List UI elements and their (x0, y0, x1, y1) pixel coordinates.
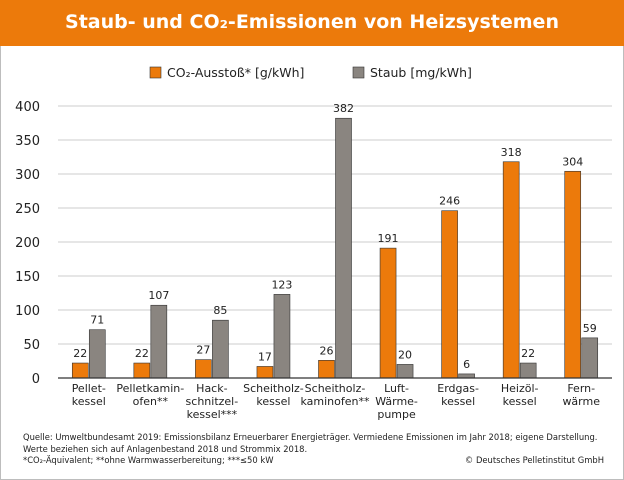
x-tick-label-line: Heizöl- (501, 382, 539, 395)
bar-co2 (441, 210, 458, 379)
x-tick-label-line: Fern- (567, 382, 595, 395)
source-note-line: Quelle: Umweltbundesamt 2019: Emissionsb… (23, 432, 598, 442)
chart-title: Staub- und CO₂-Emissionen von Heizsystem… (65, 11, 559, 33)
data-label-staub: 123 (271, 278, 292, 291)
bar-co2 (195, 359, 212, 379)
x-tick-label: Scheitholz-kaminofen** (300, 382, 370, 408)
legend-label-staub: Staub [mg/kWh] (370, 65, 472, 80)
x-tick-label: Heizöl-kessel (501, 382, 539, 408)
data-label-staub: 85 (213, 304, 227, 317)
x-tick-label-line: Scheitholz- (305, 382, 366, 395)
data-label-staub: 20 (398, 348, 412, 361)
bar-co2 (71, 362, 89, 379)
data-label-staub: 59 (583, 322, 597, 335)
bar-co2 (318, 360, 335, 379)
x-tick-label-line: Luft- (384, 382, 409, 395)
bar-chart: CO₂-Ausstoß* [g/kWh] Staub [mg/kWh] 0 50 1… (15, 65, 612, 421)
x-tick-label-line: ofen** (133, 395, 169, 408)
bar-staub (88, 329, 106, 379)
x-tick-label-line: kessel*** (187, 408, 238, 421)
bar-staub (273, 294, 291, 379)
bar-co2 (256, 366, 274, 379)
bar-co2 (379, 247, 397, 379)
y-tick-label: 100 (15, 304, 40, 319)
data-label-co2: 246 (439, 195, 460, 208)
source-notes: Quelle: Umweltbundesamt 2019: Emissionsb… (23, 432, 618, 467)
x-tick-label-line: kessel (441, 395, 475, 408)
bar-staub (519, 362, 537, 379)
legend-swatch-co2 (149, 66, 162, 79)
bars: 22 71 22 107 27 85 17 123 26 382 191 20 246 6 318 22 304… (71, 102, 599, 379)
x-tick-label: Fern-wärme (562, 382, 600, 408)
x-tick-label-line: Erdgas- (437, 382, 479, 395)
bar-co2 (502, 161, 520, 379)
bar-staub (396, 364, 414, 379)
x-tick-label: Hack-schnitzel-kessel*** (186, 382, 239, 421)
bar-co2 (564, 170, 582, 379)
x-tick-label-line: Pellet- (72, 382, 106, 395)
x-tick-label: Pellet-kessel (72, 382, 106, 408)
x-tick-label: Luft-Wärme-pumpe (375, 382, 418, 421)
y-tick-label: 350 (15, 134, 40, 149)
gridlines (58, 105, 612, 345)
legend-swatch-staub (352, 66, 365, 79)
x-tick-label-line: pumpe (377, 408, 416, 421)
data-label-co2: 304 (562, 155, 583, 168)
bar-staub (335, 117, 352, 379)
y-tick-label: 300 (15, 168, 40, 183)
data-label-staub: 6 (463, 358, 470, 371)
data-label-co2: 26 (320, 344, 334, 357)
bar-staub (212, 319, 229, 379)
bar-staub (150, 304, 168, 379)
x-tick-label-line: kessel (256, 395, 290, 408)
data-label-co2: 22 (73, 347, 87, 360)
data-label-co2: 27 (196, 344, 210, 357)
x-tick-label: Erdgas-kessel (437, 382, 479, 408)
x-tick-label-line: Pelletkamin- (116, 382, 184, 395)
data-label-staub: 107 (148, 289, 169, 302)
x-tick-label-line: kessel (72, 395, 106, 408)
bar-co2 (133, 362, 151, 379)
y-tick-label: 50 (23, 338, 40, 353)
x-tick-label-line: Scheitholz- (243, 382, 304, 395)
data-label-co2: 17 (258, 350, 272, 363)
title-bar: Staub- und CO₂-Emissionen von Heizsystem… (0, 0, 624, 46)
legend-label-co2: CO₂-Ausstoß* [g/kWh] (167, 65, 304, 80)
data-label-staub: 71 (90, 314, 104, 327)
x-tick-label: Scheitholz-kessel (243, 382, 304, 408)
y-tick-label: 250 (15, 202, 40, 217)
y-axis: 0 50 100 150 200 250 300 350 400 (15, 100, 40, 387)
bar-staub (458, 373, 475, 379)
y-tick-label: 150 (15, 270, 40, 285)
data-label-co2: 318 (501, 146, 522, 159)
x-tick-label-line: kaminofen** (300, 395, 370, 408)
x-tick-label-line: Hack- (196, 382, 227, 395)
x-tick-label-line: kessel (503, 395, 537, 408)
data-label-co2: 22 (135, 347, 149, 360)
y-tick-label: 400 (15, 100, 40, 115)
bar-staub (581, 337, 599, 379)
legend: CO₂-Ausstoß* [g/kWh] Staub [mg/kWh] (149, 65, 472, 80)
copyright: © Deutsches Pelletinstitut GmbH (464, 455, 604, 465)
x-tick-label-line: wärme (562, 395, 600, 408)
x-tick-label-line: schnitzel- (186, 395, 239, 408)
y-tick-label: 200 (15, 236, 40, 251)
x-tick-label: Pelletkamin-ofen** (116, 382, 184, 408)
data-label-co2: 191 (378, 232, 399, 245)
source-note-line: *CO₂-Äquivalent; **ohne Warmwasserbereit… (23, 455, 274, 465)
data-label-staub: 382 (333, 102, 354, 115)
x-axis: Pellet-kesselPelletkamin-ofen**Hack-schn… (58, 377, 612, 421)
y-tick-label: 0 (32, 372, 40, 387)
source-note-line: Werte beziehen sich auf Anlagenbestand 2… (23, 443, 308, 454)
data-label-staub: 22 (521, 347, 535, 360)
x-tick-label-line: Wärme- (375, 395, 418, 408)
